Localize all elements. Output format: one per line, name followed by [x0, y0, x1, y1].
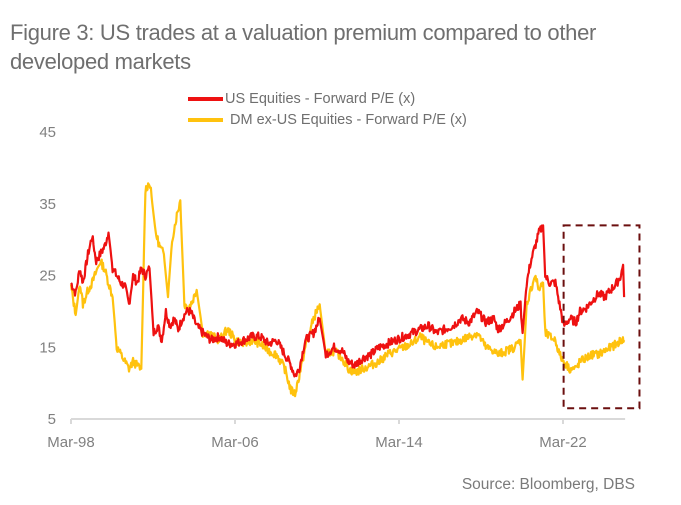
- x-tick-label: Mar-98: [47, 434, 95, 451]
- legend-item-us: US Equities - Forward P/E (x): [188, 88, 467, 109]
- legend-label-us: US Equities - Forward P/E (x): [225, 90, 416, 107]
- x-tick-label: Mar-06: [211, 434, 259, 451]
- legend-label-dm: DM ex-US Equities - Forward P/E (x): [230, 111, 467, 128]
- y-tick-label: 5: [48, 411, 56, 428]
- y-axis: 5 15 25 35 45: [39, 124, 56, 428]
- legend: US Equities - Forward P/E (x) DM ex-US E…: [188, 88, 467, 130]
- source-note: Source: Bloomberg, DBS: [461, 476, 635, 493]
- series-line-us-equities: [70, 224, 626, 378]
- chart-title: Figure 3: US trades at a valuation premi…: [10, 20, 597, 74]
- x-tick-label: Mar-22: [539, 434, 587, 451]
- legend-item-dm: DM ex-US Equities - Forward P/E (x): [188, 109, 467, 130]
- y-tick-label: 45: [39, 124, 56, 141]
- highlight-box: [562, 224, 641, 410]
- x-axis: Mar-98 Mar-06 Mar-14 Mar-22: [47, 419, 587, 451]
- y-tick-label: 15: [39, 339, 56, 356]
- x-tick-label: Mar-14: [375, 434, 423, 451]
- series-layer: [69, 182, 626, 398]
- legend-swatch-dm: [188, 117, 223, 122]
- legend-swatch-us: [188, 96, 223, 101]
- y-tick-label: 25: [39, 268, 56, 285]
- y-tick-label: 35: [39, 196, 56, 213]
- series-line-dm-ex-us-equities: [69, 182, 626, 398]
